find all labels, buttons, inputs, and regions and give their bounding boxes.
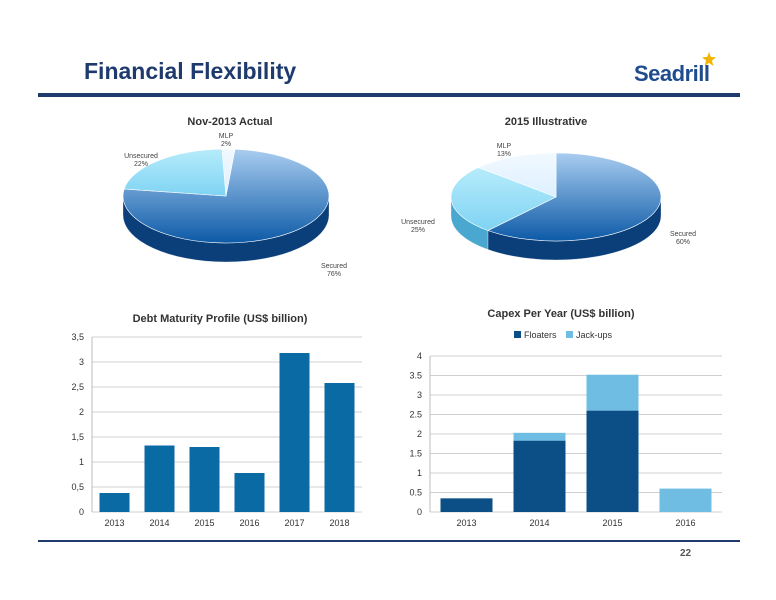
debt-xtick-label: 2013 (104, 518, 124, 528)
debt-ytick-label: 1 (79, 457, 84, 467)
capex-legend-swatch (514, 331, 521, 338)
capex-bar-jack-ups (659, 488, 712, 512)
pie2-label-secured: Secured (670, 231, 696, 238)
page-title: Financial Flexibility (84, 58, 297, 84)
debt-xtick-label: 2015 (194, 518, 214, 528)
pie1-title: Nov-2013 Actual (187, 116, 273, 128)
capex-ytick-label: 1.5 (409, 449, 422, 459)
debt-ytick-label: 2,5 (71, 382, 84, 392)
debt-xtick-label: 2017 (284, 518, 304, 528)
pie2-slice-mlp (477, 152, 557, 198)
capex-legend-label: Floaters (524, 330, 557, 340)
pie2-value-unsecured: 25% (411, 227, 425, 234)
debt-bar (99, 493, 130, 512)
header-divider (38, 93, 740, 97)
capex-ytick-label: 2.5 (409, 410, 422, 420)
capex-legend-label: Jack-ups (576, 330, 613, 340)
capex-legend-swatch (566, 331, 573, 338)
capex-ytick-label: 3 (417, 390, 422, 400)
debt-ytick-label: 2 (79, 407, 84, 417)
debt-ytick-label: 3,5 (71, 332, 84, 342)
capex-bar-floaters (586, 410, 639, 512)
pie2-slice-secured (487, 152, 662, 242)
debt-ytick-label: 0 (79, 507, 84, 517)
seadrill-logo: Seadrill (630, 52, 726, 92)
debt-ytick-label: 0,5 (71, 482, 84, 492)
capex-xtick-label: 2015 (602, 518, 622, 528)
debt-bar (189, 447, 220, 512)
pie2-value-mlp: 13% (497, 151, 511, 158)
capex-chart-title: Capex Per Year (US$ billion) (487, 308, 635, 320)
debt-bar (234, 473, 265, 512)
debt-ytick-label: 1,5 (71, 432, 84, 442)
debt-xtick-label: 2014 (149, 518, 169, 528)
pie2-label-unsecured: Unsecured (401, 219, 435, 226)
capex-ytick-label: 0 (417, 507, 422, 517)
capex-ytick-label: 3.5 (409, 371, 422, 381)
pie2-value-secured: 60% (676, 239, 690, 246)
capex-ytick-label: 1 (417, 468, 422, 478)
capex-ytick-label: 0.5 (409, 488, 422, 498)
capex-xtick-label: 2013 (456, 518, 476, 528)
pie1-value-unsecured: 22% (134, 161, 148, 168)
capex-bar-floaters (440, 498, 493, 512)
capex-bar-floaters (513, 440, 566, 512)
debt-bar (279, 353, 310, 512)
footer-divider (38, 540, 740, 542)
pie1-label-mlp: MLP (219, 133, 234, 140)
pie1-slice-unsecured (123, 148, 227, 197)
pie1-label-secured: Secured (321, 263, 347, 270)
pie2-label-mlp: MLP (497, 143, 512, 150)
debt-ytick-label: 3 (79, 357, 84, 367)
debt-bar (324, 383, 355, 512)
capex-ytick-label: 2 (417, 429, 422, 439)
pie1-slice-mlp (221, 148, 236, 197)
pie2-slice-unsecured (450, 167, 557, 231)
pie1-value-secured: 76% (327, 271, 341, 278)
debt-xtick-label: 2016 (239, 518, 259, 528)
debt-chart-title: Debt Maturity Profile (US$ billion) (132, 313, 308, 325)
capex-bar-jack-ups (586, 374, 639, 411)
pie1-value-mlp: 2% (221, 141, 231, 148)
debt-bar (144, 445, 175, 512)
pie1-label-unsecured: Unsecured (124, 153, 158, 160)
capex-ytick-label: 4 (417, 351, 422, 361)
page-number: 22 (680, 548, 692, 559)
capex-bar-jack-ups (513, 432, 566, 441)
star-icon (702, 52, 716, 66)
capex-xtick-label: 2016 (675, 518, 695, 528)
logo-wordmark: Seadrill (634, 61, 710, 86)
pie2-title: 2015 Illustrative (504, 116, 588, 128)
capex-xtick-label: 2014 (529, 518, 549, 528)
debt-xtick-label: 2018 (329, 518, 349, 528)
